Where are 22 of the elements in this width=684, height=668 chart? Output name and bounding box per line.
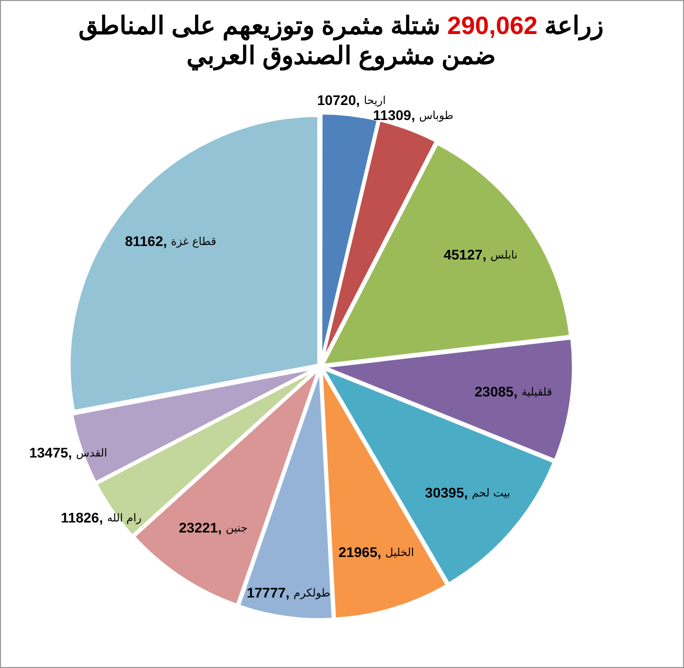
slice-label: نابلس — [490, 248, 518, 262]
slice-label: طولكرم — [294, 586, 331, 600]
data-label: 23085, — [474, 383, 518, 400]
data-label: 23221, — [178, 520, 222, 536]
slice-label: القدس — [76, 446, 108, 460]
data-label: 21965, — [338, 544, 382, 560]
slice-label: قلقيلية — [521, 385, 552, 398]
slice-label: قطاع غزة — [171, 235, 216, 248]
data-label: 81162, — [124, 233, 168, 250]
slice-label: رام الله — [106, 512, 142, 525]
data-label: 11826, — [60, 510, 103, 526]
data-label: 11309, — [373, 107, 416, 124]
slice-label: جنين — [226, 522, 248, 535]
slice-label: اريحا — [364, 94, 386, 108]
data-label: 13475, — [29, 444, 72, 461]
data-label: 17777, — [246, 584, 290, 601]
slice-label: بيت لحم — [472, 486, 510, 500]
slice-label: الخليل — [385, 546, 414, 559]
data-label: 45127, — [444, 246, 486, 263]
data-label: 30395, — [425, 484, 468, 501]
data-label: 10720, — [317, 92, 360, 108]
slice-label: طوباس — [419, 109, 454, 122]
